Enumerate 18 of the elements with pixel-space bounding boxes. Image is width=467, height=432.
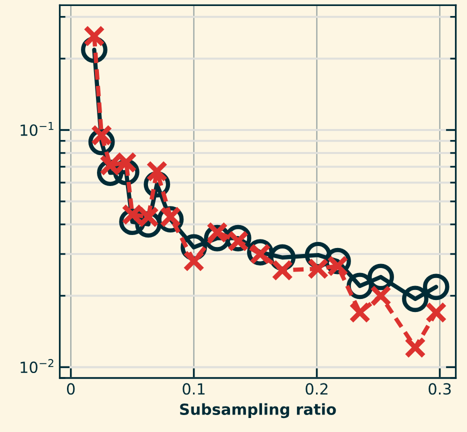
- x-tick-label: 0.2: [306, 383, 328, 395]
- point: [402, 286, 428, 312]
- point: [368, 264, 394, 290]
- point: [404, 336, 426, 358]
- point: [422, 274, 450, 300]
- x-tick-label: 0.3: [428, 383, 451, 395]
- point: [272, 260, 294, 282]
- point: [146, 160, 168, 182]
- x-tick-label: 0: [66, 383, 75, 395]
- point: [349, 302, 371, 324]
- point: [370, 285, 392, 307]
- x-axis-title: Subsampling ratio: [180, 403, 336, 418]
- point: [83, 25, 105, 47]
- point: [425, 302, 447, 324]
- x-tick-label: 0.1: [182, 383, 205, 395]
- y-tick-label: 10$^{−1}$: [20, 122, 54, 136]
- y-tick-label: 10$^{−2}$: [20, 359, 54, 374]
- point: [183, 250, 205, 272]
